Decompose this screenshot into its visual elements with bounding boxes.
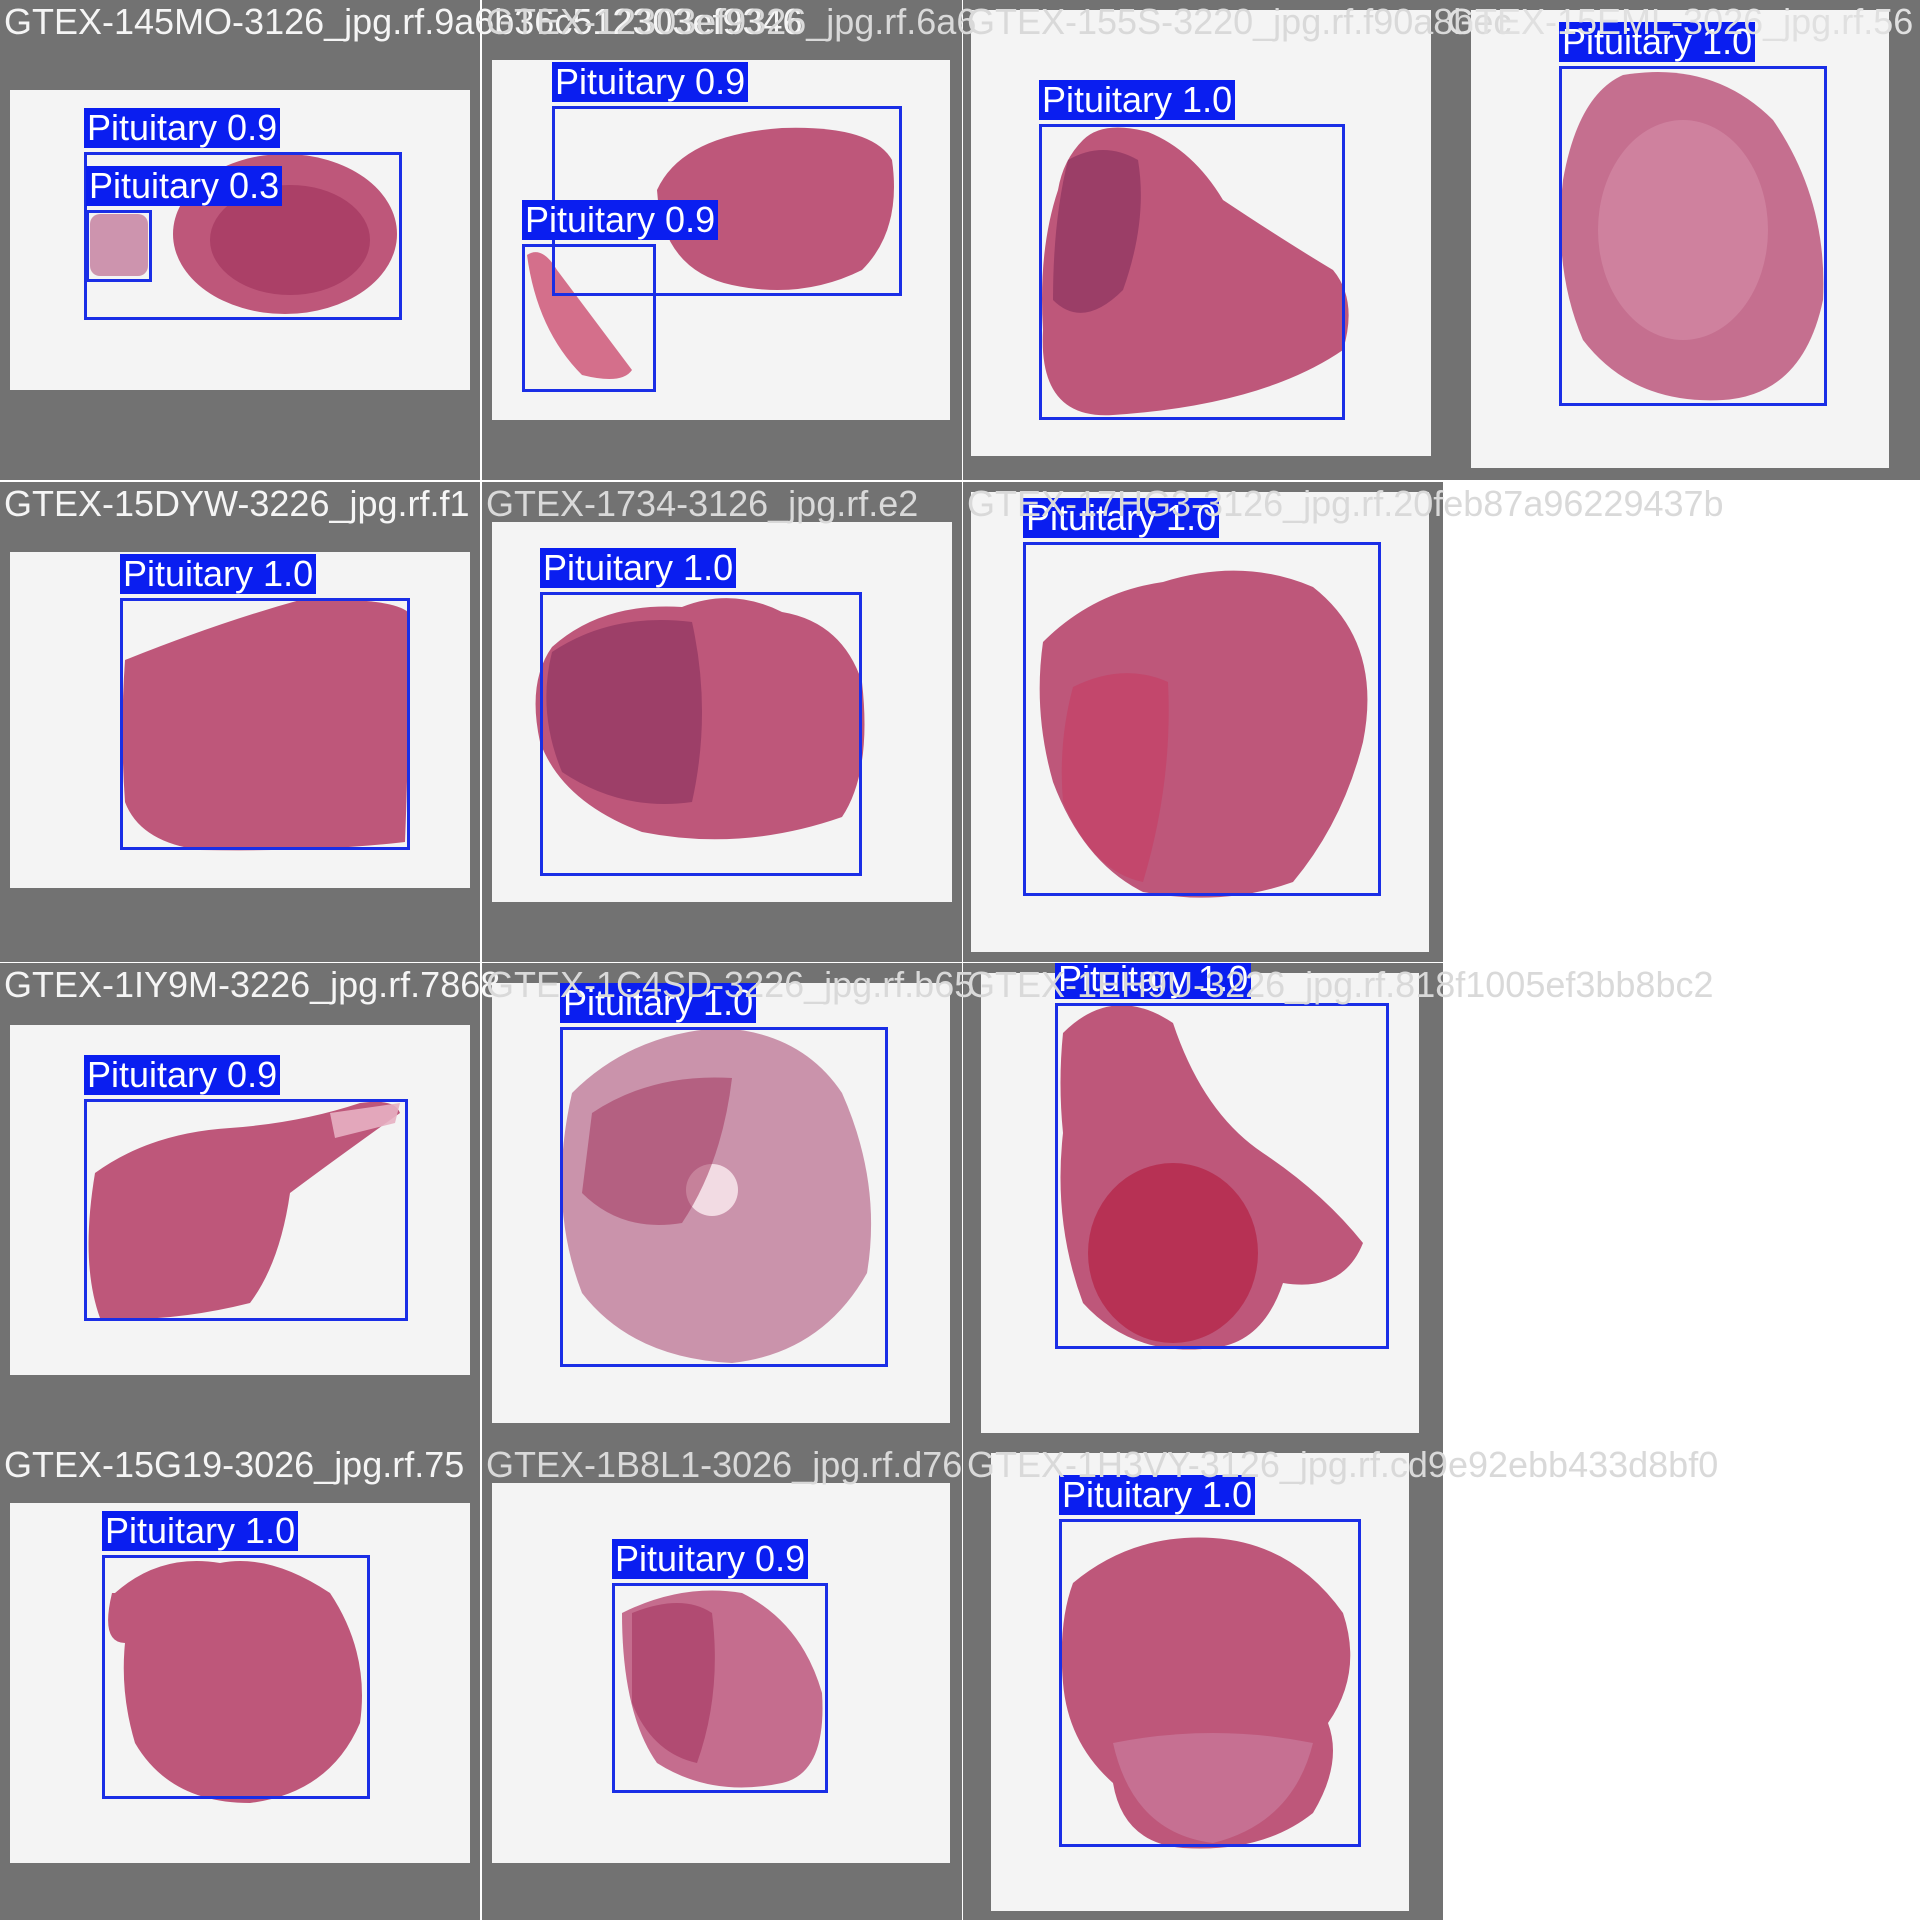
- detection-label: Pituitary 1.0: [560, 983, 757, 1023]
- image-tile: Pituitary 1.0: [963, 1443, 1443, 1920]
- image-tile: Pituitary 1.0: [963, 963, 1443, 1443]
- tissue-sample: [1560, 72, 1824, 401]
- tile-filename: GTEX-1734-3126_jpg.rf.e2: [486, 483, 919, 524]
- tissue-sample: [622, 1590, 823, 1788]
- tile-filename: GTEX-155S-3220_jpg.rf.f90a8bec: [967, 1, 1512, 42]
- tissue-sample: [1039, 570, 1368, 898]
- image-tile: Pituitary 1.0: [482, 963, 962, 1443]
- detection-box: [86, 210, 152, 282]
- detection-box: [540, 592, 862, 876]
- image-tile: Pituitary 1.0: [0, 1443, 480, 1920]
- tile-filename: GTEX-1H3VY-3126_jpg.rf.cd9e92ebb433d8bf0: [967, 1444, 1719, 1485]
- tile-filename: GTEX-1B8L1-3026_jpg.rf.d76: [486, 1444, 963, 1485]
- detection-box: [1559, 66, 1827, 406]
- detection-label: Pituitary 0.9: [612, 1539, 809, 1579]
- tile-filename: GTEX-15DYW-3226_jpg.rf.f1: [4, 483, 470, 524]
- tissue-sample: [561, 1028, 872, 1363]
- detection-box: [612, 1583, 828, 1793]
- image-tile: Pituitary 1.0: [963, 0, 1443, 480]
- tile-filename: GTEX-12303ef9326_jpg.rf.6a6: [486, 1, 977, 42]
- detection-label: Pituitary 0.9: [522, 200, 719, 240]
- tile-filename: GTEX-17HG3-3126_jpg.rf.20feb87a96229437b: [967, 483, 1724, 524]
- detection-label: Pituitary 1.0: [1039, 80, 1236, 120]
- detection-box: [84, 1099, 408, 1321]
- image-tile: Pituitary 1.0: [0, 482, 480, 962]
- detection-label: Pituitary 1.0: [1059, 1475, 1256, 1515]
- detection-label: Pituitary 1.0: [540, 548, 737, 588]
- detection-box: [522, 244, 656, 392]
- detection-label: Pituitary 1.0: [1559, 22, 1756, 62]
- image-tile: Pituitary 1.0: [482, 482, 962, 962]
- detection-box: [560, 1027, 888, 1367]
- tissue-sample: [108, 1561, 362, 1803]
- tissue-sample: [535, 598, 865, 840]
- tile-filename: GTEX-1EH9U-3226_jpg.rf.818f1005ef3bb8bc2: [967, 964, 1714, 1005]
- detection-box: [120, 598, 410, 850]
- detection-label: Pituitary 0.9: [84, 108, 281, 148]
- tissue-sample: [1042, 127, 1349, 416]
- tissue-sample: [88, 1101, 401, 1319]
- tile-filename: GTEX-145MO-3126_jpg.rf.9a6b36c512303ef93…: [4, 1, 803, 42]
- image-tile: Pituitary 0.9: [0, 963, 480, 1443]
- detection-label: Pituitary 1.0: [102, 1511, 299, 1551]
- tile-filename: GTEX-15G19-3026_jpg.rf.75: [4, 1444, 465, 1485]
- detection-label: Pituitary 0.9: [84, 1055, 281, 1095]
- tile-filename: GTEX-15EML-3026_jpg.rf.56: [1447, 1, 1914, 42]
- tile-filename: GTEX-1IY9M-3226_jpg.rf.7868: [4, 964, 501, 1005]
- detection-label: Pituitary 1.0: [1023, 498, 1220, 538]
- detection-label: Pituitary 0.3: [86, 166, 283, 206]
- detection-box: [84, 152, 402, 320]
- image-tile: Pituitary 0.9: [482, 1443, 962, 1920]
- tile-filename: GTEX-1C4SD-3226_jpg.rf.b65: [486, 964, 975, 1005]
- detection-box: [1059, 1519, 1361, 1847]
- detection-label: Pituitary 0.9: [552, 62, 749, 102]
- detection-label: Pituitary 1.0: [1055, 963, 1252, 999]
- detection-box: [1039, 124, 1345, 420]
- tissue-sample: [122, 599, 409, 851]
- image-tile: Pituitary 0.9 Pituitary 0.9: [482, 0, 962, 480]
- image-tile: Pituitary 1.0: [963, 482, 1443, 962]
- image-tile: Pituitary 0.9 Pituitary 0.3: [0, 0, 480, 480]
- detection-box: [1023, 542, 1381, 896]
- tissue-sample: [1060, 1005, 1363, 1350]
- tissue-sample: [1061, 1537, 1351, 1849]
- detection-box: [102, 1555, 370, 1799]
- detection-label: Pituitary 1.0: [120, 554, 317, 594]
- detection-box: [1055, 1003, 1389, 1349]
- image-tile: Pituitary 1.0: [1443, 0, 1920, 480]
